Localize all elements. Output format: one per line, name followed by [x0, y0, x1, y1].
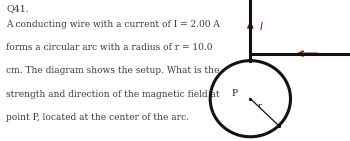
Text: $I$: $I$	[259, 20, 264, 32]
Text: P: P	[231, 89, 237, 98]
Text: forms a circular arc with a radius of r = 10.0: forms a circular arc with a radius of r …	[6, 43, 212, 52]
Text: r: r	[258, 102, 262, 110]
Text: strength and direction of the magnetic field at: strength and direction of the magnetic f…	[6, 90, 220, 99]
Text: cm. The diagram shows the setup. What is the: cm. The diagram shows the setup. What is…	[6, 66, 219, 75]
Text: point P, located at the center of the arc.: point P, located at the center of the ar…	[6, 113, 189, 122]
Text: A conducting wire with a current of I = 2.00 A: A conducting wire with a current of I = …	[6, 20, 220, 29]
Text: Q41.: Q41.	[6, 4, 29, 13]
